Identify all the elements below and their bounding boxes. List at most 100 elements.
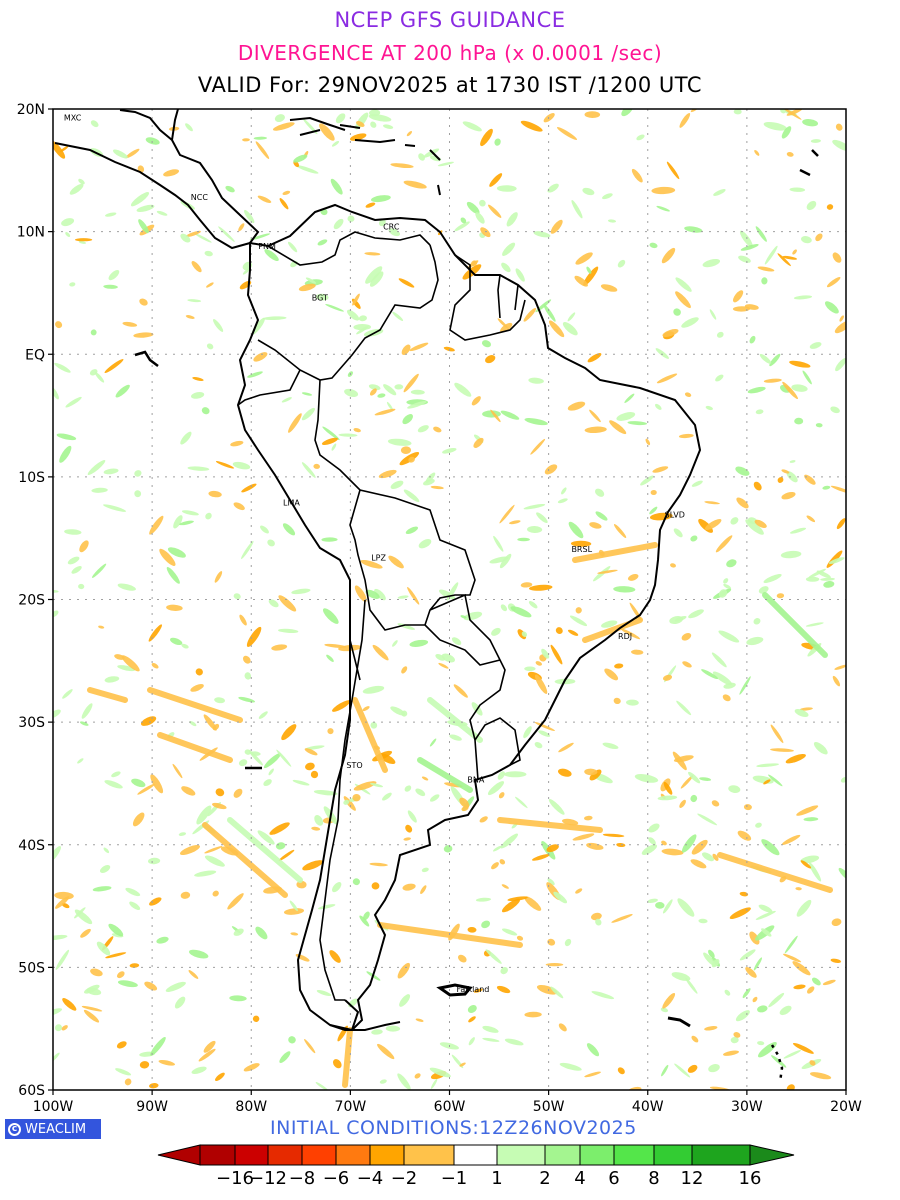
- colorbar-label: 1: [491, 1168, 503, 1189]
- colorbar-box: [301, 1144, 337, 1166]
- divergence-cell: [661, 840, 667, 846]
- divergence-cell: [262, 316, 287, 321]
- divergence-cell: [310, 770, 319, 779]
- city-label: LPZ: [371, 554, 386, 563]
- divergence-cell: [800, 855, 820, 864]
- divergence-cell: [826, 276, 841, 288]
- divergence-cell: [415, 788, 426, 797]
- divergence-cell: [159, 548, 176, 567]
- divergence-cell: [208, 490, 222, 498]
- divergence-cell: [589, 769, 602, 781]
- divergence-cell: [369, 388, 377, 396]
- divergence-cell: [803, 817, 819, 822]
- divergence-cell: [607, 219, 617, 223]
- divergence-cell: [655, 348, 669, 359]
- divergence-cell: [755, 226, 767, 242]
- divergence-cell: [71, 566, 82, 574]
- divergence-cell: [244, 209, 255, 224]
- colorbar-label: 12: [680, 1168, 704, 1189]
- divergence-cell: [488, 204, 502, 218]
- divergence-cell: [163, 169, 180, 177]
- divergence-cell: [500, 966, 508, 975]
- divergence-cell: [781, 126, 792, 139]
- colorbar-box: [613, 1144, 655, 1166]
- copyright-circle-icon: c: [8, 1122, 21, 1136]
- divergence-cell: [304, 1039, 316, 1054]
- divergence-cell: [460, 615, 467, 619]
- divergence-cell: [230, 440, 244, 447]
- divergence-streak: [157, 732, 233, 763]
- divergence-cell: [722, 694, 731, 702]
- divergence-cell: [661, 848, 684, 856]
- divergence-cell: [673, 308, 681, 316]
- divergence-cell: [292, 779, 310, 786]
- divergence-cell: [77, 758, 84, 764]
- divergence-cell: [397, 962, 410, 979]
- divergence-cell: [491, 862, 499, 870]
- divergence-cell: [594, 488, 605, 497]
- divergence-cell: [652, 466, 669, 473]
- divergence-cell: [482, 1037, 500, 1042]
- divergence-cell: [777, 477, 784, 483]
- divergence-cell: [789, 527, 807, 534]
- divergence-cell: [249, 233, 271, 241]
- divergence-cell: [91, 487, 108, 493]
- divergence-cell: [613, 524, 627, 538]
- divergence-cell: [589, 522, 602, 529]
- divergence-cell: [559, 1062, 582, 1071]
- divergence-cell: [232, 461, 251, 470]
- divergence-cell: [311, 826, 321, 831]
- divergence-cell: [688, 609, 704, 619]
- colorbar-label: −8: [288, 1168, 316, 1189]
- divergence-cell: [233, 593, 241, 600]
- divergence-cell: [378, 219, 386, 227]
- divergence-cell: [761, 277, 768, 285]
- divergence-cell: [91, 563, 107, 578]
- divergence-cell: [524, 896, 542, 911]
- lon-tick-label: 30W: [731, 1099, 763, 1115]
- divergence-cell: [78, 178, 85, 185]
- divergence-cell: [281, 397, 292, 403]
- divergence-cell: [78, 240, 87, 244]
- divergence-cell: [98, 625, 105, 629]
- divergence-cell: [214, 697, 226, 704]
- divergence-cell: [711, 652, 727, 668]
- divergence-cell: [204, 845, 223, 854]
- divergence-cell: [459, 1062, 466, 1067]
- divergence-cell: [365, 202, 376, 208]
- divergence-cell: [736, 497, 749, 509]
- divergence-cell: [561, 487, 567, 495]
- divergence-cell: [370, 121, 377, 128]
- divergence-cell: [781, 834, 801, 845]
- title-field: DIVERGENCE AT 200 hPa (x 0.0001 /sec): [237, 41, 663, 65]
- divergence-cell: [691, 1035, 699, 1043]
- divergence-cell: [675, 277, 692, 292]
- divergence-cell: [663, 781, 673, 795]
- divergence-cell: [499, 504, 515, 524]
- divergence-cell: [782, 255, 797, 260]
- divergence-cell: [703, 952, 716, 967]
- divergence-cell: [489, 173, 503, 187]
- divergence-cell: [691, 839, 708, 855]
- divergence-cell: [215, 1072, 225, 1081]
- divergence-cell: [729, 907, 751, 919]
- divergence-cell: [617, 1067, 625, 1075]
- divergence-cell: [414, 1073, 421, 1079]
- divergence-cell: [834, 320, 846, 334]
- divergence-cell: [206, 343, 214, 350]
- divergence-cell: [755, 409, 764, 415]
- divergence-cell: [799, 707, 813, 711]
- divergence-cell: [602, 833, 625, 838]
- divergence-cell: [74, 907, 86, 919]
- divergence-cell: [740, 244, 759, 251]
- divergence-cell: [108, 923, 124, 937]
- divergence-cell: [763, 121, 787, 131]
- divergence-cell: [383, 124, 394, 129]
- divergence-cell: [475, 897, 492, 902]
- divergence-cell: [131, 778, 146, 788]
- divergence-cell: [99, 864, 111, 874]
- divergence-cell: [811, 977, 821, 986]
- divergence-cell: [354, 585, 367, 602]
- divergence-cell: [583, 266, 599, 286]
- divergence-cell: [547, 183, 559, 193]
